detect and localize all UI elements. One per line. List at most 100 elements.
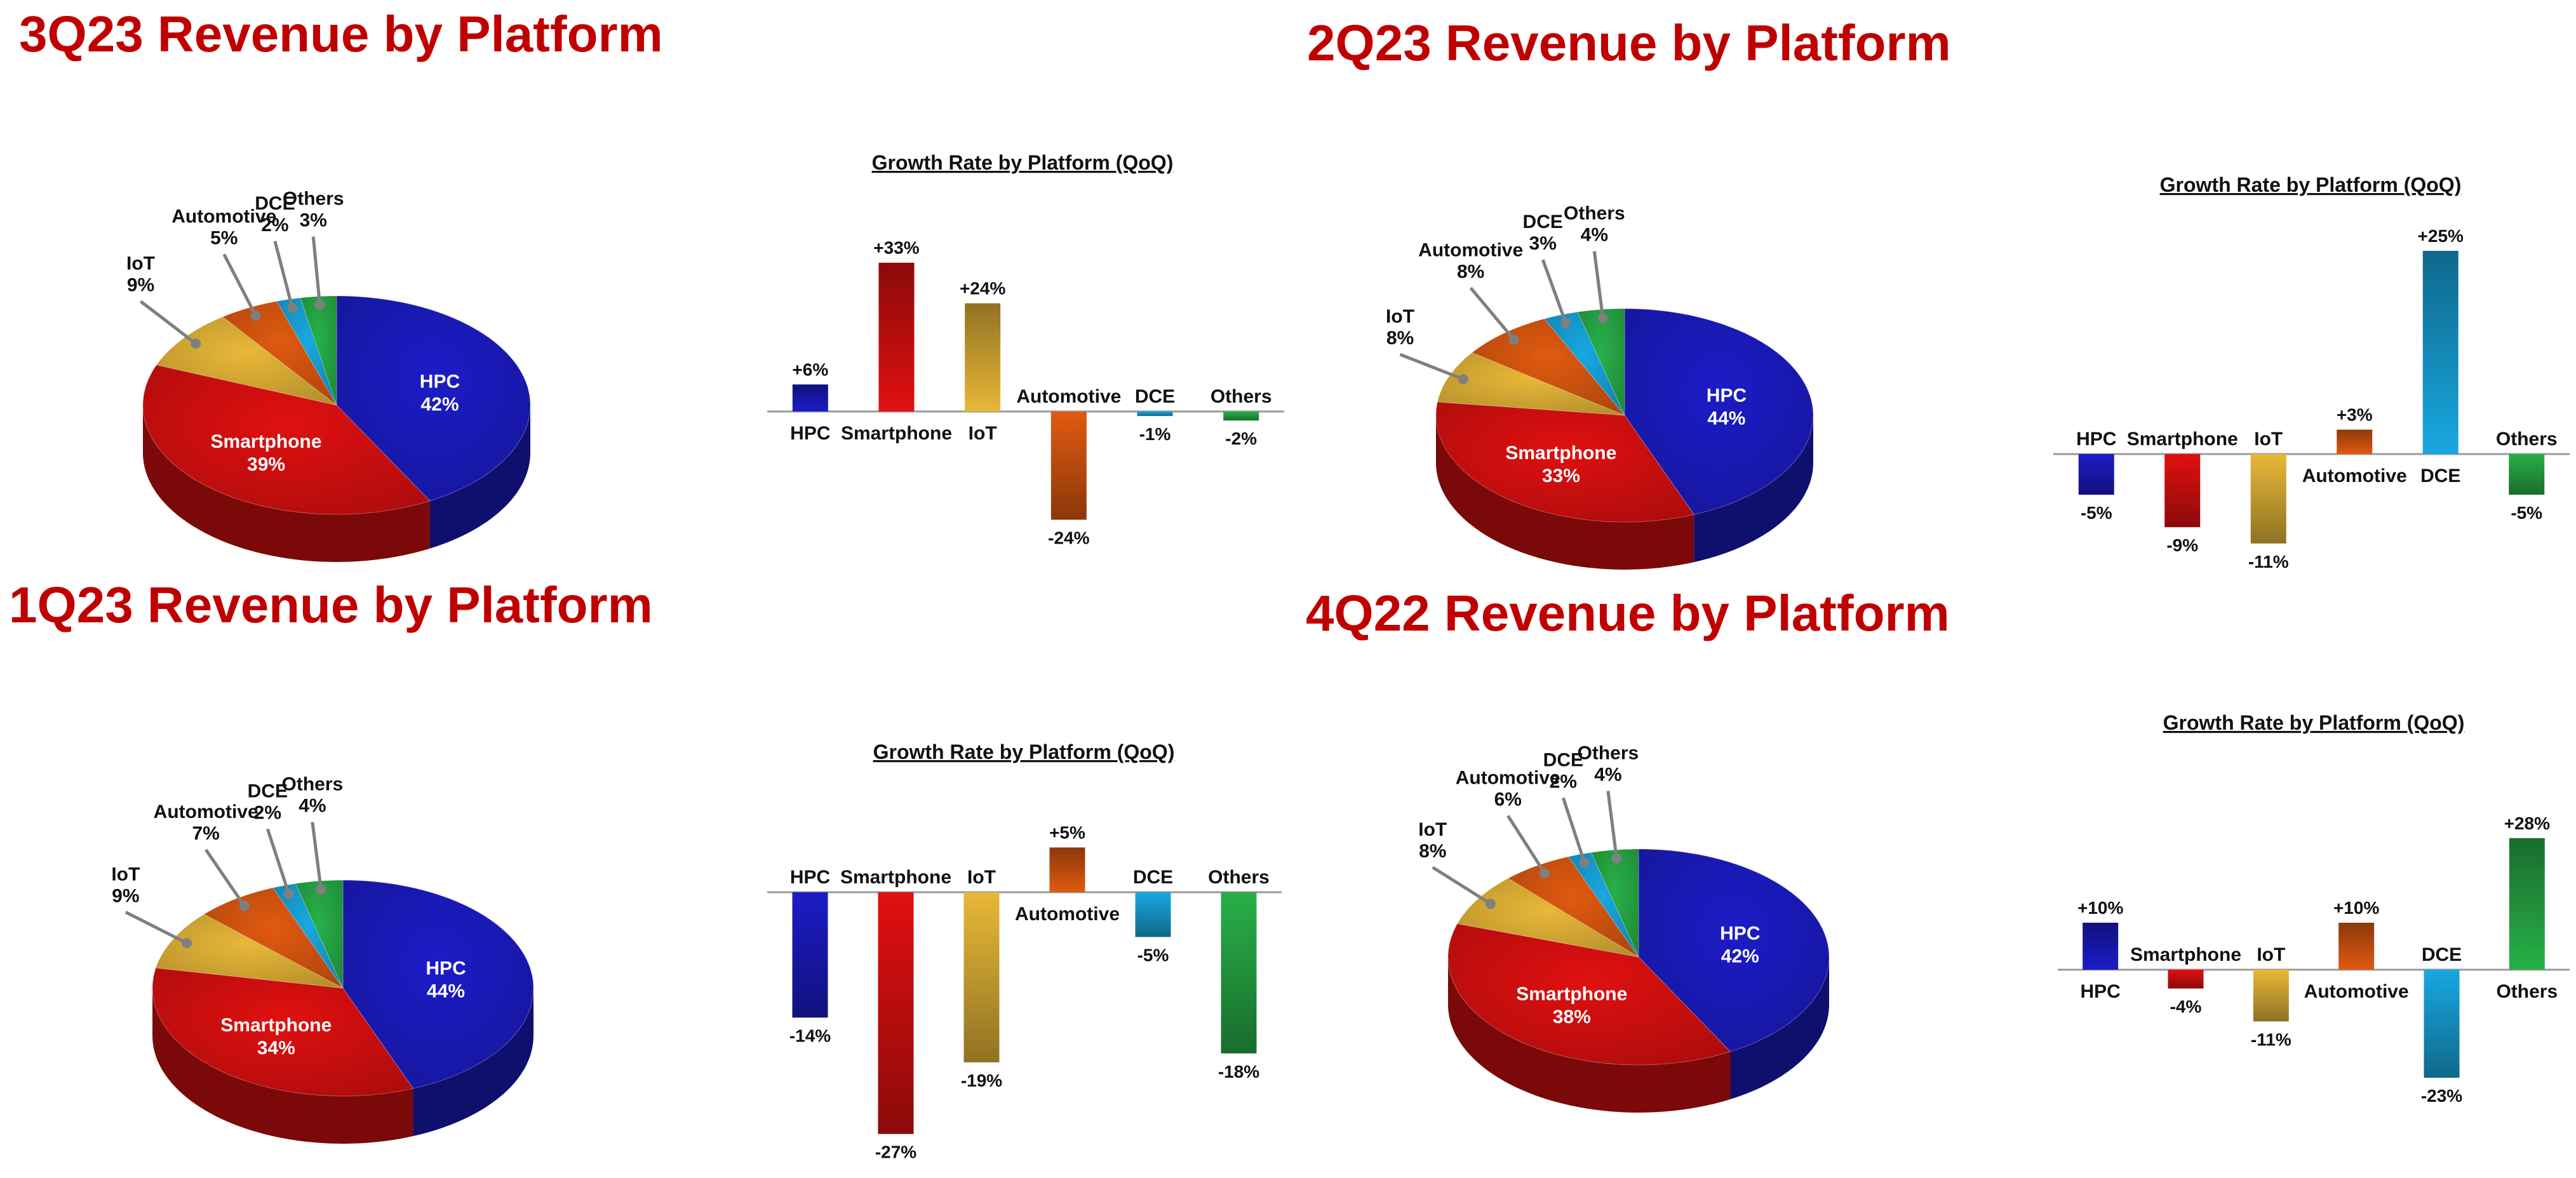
growth-bar-iot xyxy=(963,892,1000,1062)
pie-label-hpc: HPC xyxy=(1707,385,1747,406)
leader-line-others xyxy=(311,236,322,305)
pie-label-dce: DCE xyxy=(248,780,288,801)
pie-slice-hpc xyxy=(1638,848,1830,1052)
pie-slice-hpc xyxy=(1624,308,1814,515)
leader-dot-automotive xyxy=(1508,334,1519,345)
leader-line-dce xyxy=(1561,797,1587,864)
leader-line-iot xyxy=(1432,866,1492,906)
pie-label-iot: IoT xyxy=(111,864,140,885)
leader-line-dce xyxy=(265,828,291,895)
quad-title-3q23: 3Q23 Revenue by Platform xyxy=(19,6,663,62)
pie-label-smartphone: Smartphone xyxy=(220,1015,332,1036)
pie-slice-dce xyxy=(1543,311,1625,416)
leader-dot-automotive xyxy=(1540,867,1550,878)
growth-category-iot: IoT xyxy=(2257,944,2285,965)
growth-bar-hpc xyxy=(2083,923,2119,970)
pie-label-automotive: Automotive xyxy=(1456,768,1560,789)
growth-bar-others xyxy=(1221,892,1257,1054)
growth-bar-dce xyxy=(1135,892,1171,937)
growth-bar-chart-0: Growth Rate by Platform (QoQ) +6% HPC +33% S… xyxy=(767,151,1284,547)
pie-value-others: 4% xyxy=(1581,225,1608,246)
growth-bar-dce xyxy=(2424,970,2460,1078)
pie-side-hpc xyxy=(429,405,530,549)
pie-side-hpc xyxy=(1730,957,1829,1099)
growth-bar-smartphone xyxy=(2164,454,2201,528)
pie-side-smartphone xyxy=(1448,957,1731,1113)
growth-bar-chart-3: Growth Rate by Platform (QoQ) +10% HPC -4% S… xyxy=(2058,711,2570,1106)
growth-category-iot: IoT xyxy=(969,423,997,444)
leader-dot-dce xyxy=(1560,318,1571,328)
growth-bar-others xyxy=(2509,838,2545,970)
pie-value-others: 4% xyxy=(299,796,326,817)
leader-dot-others xyxy=(1597,312,1608,323)
growth-category-smartphone: Smartphone xyxy=(840,867,951,888)
growth-category-smartphone: Smartphone xyxy=(2127,429,2238,450)
pie-value-smartphone: 33% xyxy=(1542,465,1580,486)
pie-value-iot: 8% xyxy=(1419,841,1446,862)
leader-line-others xyxy=(1606,791,1618,859)
leader-dot-dce xyxy=(1579,857,1590,868)
growth-category-others: Others xyxy=(2496,981,2558,1002)
quad-title-1q23: 1Q23 Revenue by Platform xyxy=(9,577,653,633)
growth-category-hpc: HPC xyxy=(2080,981,2120,1002)
pie-label-others: Others xyxy=(282,774,344,795)
pie-label-smartphone: Smartphone xyxy=(1516,984,1627,1005)
leader-line-automotive xyxy=(205,848,246,907)
pie-chart-1: HPC44%Smartphone33%IoT8%Automotive8%DCE3… xyxy=(1386,203,1814,570)
growth-chart-title: Growth Rate by Platform (QoQ) xyxy=(872,151,1174,174)
pie-value-hpc: 44% xyxy=(1707,408,1745,429)
pie-slice-iot xyxy=(155,914,344,989)
growth-bar-automotive xyxy=(2338,923,2375,970)
pie-side-hpc xyxy=(413,988,533,1137)
pie-slice-iot xyxy=(156,316,337,406)
pie-value-hpc: 42% xyxy=(1721,946,1759,967)
pie-slice-automotive xyxy=(203,887,344,989)
pie-label-others: Others xyxy=(1578,743,1639,764)
pie-slice-dce xyxy=(1567,852,1639,958)
growth-bar-automotive xyxy=(1049,847,1085,892)
leader-dot-dce xyxy=(283,888,294,899)
growth-bar-automotive xyxy=(2337,429,2373,454)
pie-slice-hpc xyxy=(336,295,531,502)
growth-value-iot: -11% xyxy=(2248,552,2289,572)
pie-slice-automotive xyxy=(1507,856,1639,958)
growth-chart-title: Growth Rate by Platform (QoQ) xyxy=(873,740,1175,763)
growth-category-others: Others xyxy=(2496,429,2558,450)
growth-category-hpc: HPC xyxy=(790,867,830,888)
growth-value-others: -2% xyxy=(1225,429,1257,448)
growth-value-dce: -23% xyxy=(2421,1086,2462,1106)
growth-category-iot: IoT xyxy=(967,867,996,888)
leader-line-automotive xyxy=(222,253,257,317)
leader-dot-iot xyxy=(191,338,201,349)
leader-line-automotive xyxy=(1506,815,1546,874)
pie-slice-iot xyxy=(1456,878,1639,958)
growth-category-dce: DCE xyxy=(2420,465,2460,486)
pie-value-others: 3% xyxy=(300,210,327,231)
growth-value-others: -5% xyxy=(2511,503,2542,523)
growth-value-automotive: +5% xyxy=(1049,823,1085,843)
pie-slice-dce xyxy=(276,297,337,406)
pie-value-smartphone: 38% xyxy=(1553,1007,1591,1027)
pie-label-smartphone: Smartphone xyxy=(1505,443,1616,464)
pie-label-dce: DCE xyxy=(1523,211,1563,232)
pie-side-hpc xyxy=(1694,415,1813,563)
growth-bar-iot xyxy=(2250,454,2286,544)
pie-value-automotive: 5% xyxy=(210,227,238,248)
pie-label-hpc: HPC xyxy=(1720,923,1760,944)
growth-value-hpc: -5% xyxy=(2081,503,2112,523)
leader-line-iot xyxy=(124,911,188,945)
growth-bar-hpc xyxy=(2078,454,2114,495)
pie-value-others: 4% xyxy=(1594,765,1621,786)
growth-category-automotive: Automotive xyxy=(1015,904,1120,925)
growth-value-dce: -5% xyxy=(1137,946,1169,965)
growth-bar-others xyxy=(1223,412,1259,421)
growth-bar-chart-1: Growth Rate by Platform (QoQ) -5% HPC -9% Sm… xyxy=(2053,173,2570,572)
pie-label-smartphone: Smartphone xyxy=(211,431,322,452)
pie-side-smartphone xyxy=(143,405,430,562)
growth-category-automotive: Automotive xyxy=(1016,386,1121,407)
pie-slice-smartphone xyxy=(142,365,431,515)
